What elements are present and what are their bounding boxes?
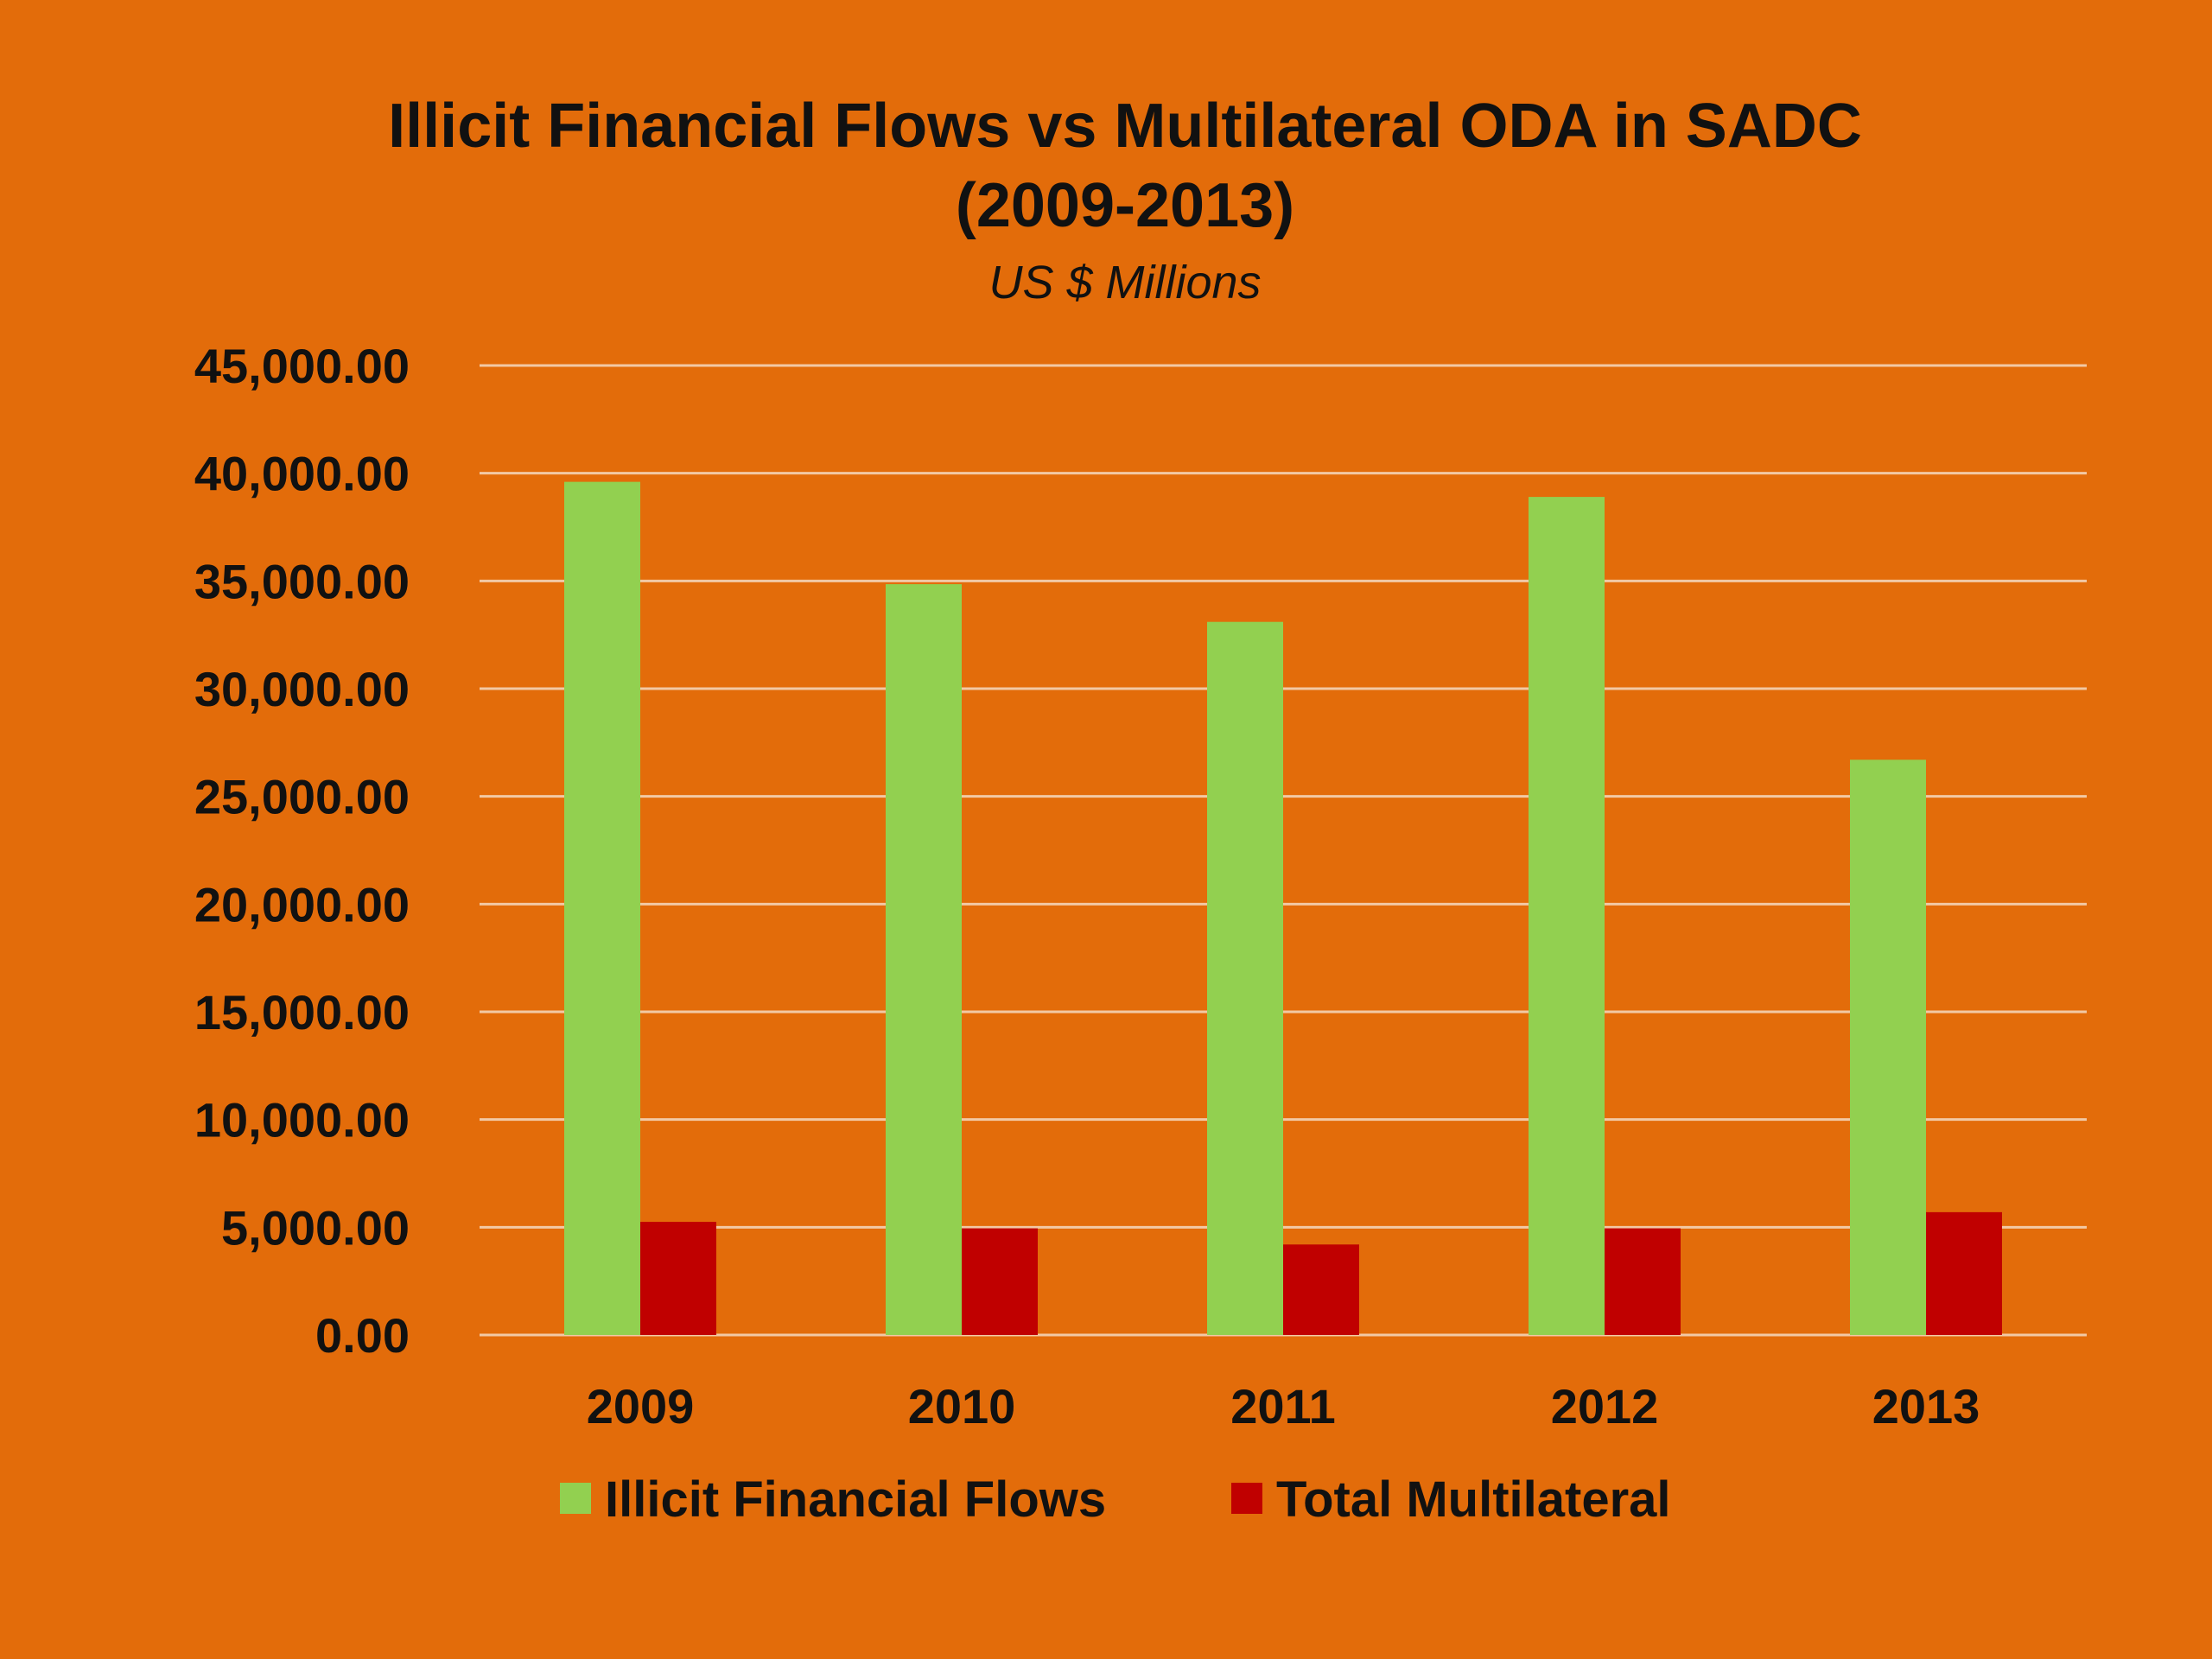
y-tick-label: 35,000.00 — [194, 554, 410, 608]
y-tick-label: 45,000.00 — [194, 339, 410, 393]
bar-illicit-financial-flows-2013 — [1850, 760, 1926, 1335]
chart-subtitle: US $ Millions — [988, 257, 1261, 308]
x-axis: 2009 2010 2011 2012 2013 — [587, 1379, 1980, 1433]
y-tick-label: 15,000.00 — [194, 985, 410, 1039]
bar-total-multilateral-2011 — [1283, 1244, 1359, 1335]
x-tick-label: 2012 — [1551, 1379, 1659, 1433]
y-axis: 0.00 5,000.00 10,000.00 15,000.00 20,000.00 2… — [194, 339, 410, 1363]
x-tick-label: 2011 — [1230, 1379, 1336, 1433]
y-tick-label: 30,000.00 — [194, 662, 410, 716]
y-tick-label: 0.00 — [315, 1308, 410, 1363]
bar-illicit-financial-flows-2009 — [564, 481, 640, 1335]
bar-illicit-financial-flows-2011 — [1207, 621, 1283, 1335]
legend-label: Total Multilateral — [1276, 1471, 1671, 1528]
y-tick-label: 10,000.00 — [194, 1093, 410, 1147]
bar-total-multilateral-2012 — [1605, 1228, 1681, 1335]
x-tick-label: 2010 — [908, 1379, 1016, 1433]
bar-total-multilateral-2010 — [962, 1228, 1038, 1335]
bar-total-multilateral-2009 — [640, 1222, 716, 1335]
chart-title-line1: Illicit Financial Flows vs Multilateral … — [388, 92, 1862, 161]
bar-illicit-financial-flows-2012 — [1529, 497, 1605, 1335]
y-tick-label: 40,000.00 — [194, 447, 410, 501]
x-tick-label: 2013 — [1872, 1379, 1980, 1433]
legend: Illicit Financial Flows Total Multilatera… — [560, 1471, 1671, 1528]
legend-swatch — [560, 1483, 591, 1514]
legend-swatch — [1231, 1483, 1262, 1514]
y-tick-label: 20,000.00 — [194, 877, 410, 931]
bar-illicit-financial-flows-2010 — [886, 584, 962, 1335]
legend-label: Illicit Financial Flows — [605, 1471, 1106, 1528]
chart-title-line2: (2009-2013) — [956, 171, 1294, 240]
bar-total-multilateral-2013 — [1926, 1211, 2002, 1335]
bars — [564, 481, 2002, 1335]
y-tick-label: 5,000.00 — [221, 1200, 410, 1255]
y-tick-label: 25,000.00 — [194, 770, 410, 824]
x-tick-label: 2009 — [587, 1379, 695, 1433]
